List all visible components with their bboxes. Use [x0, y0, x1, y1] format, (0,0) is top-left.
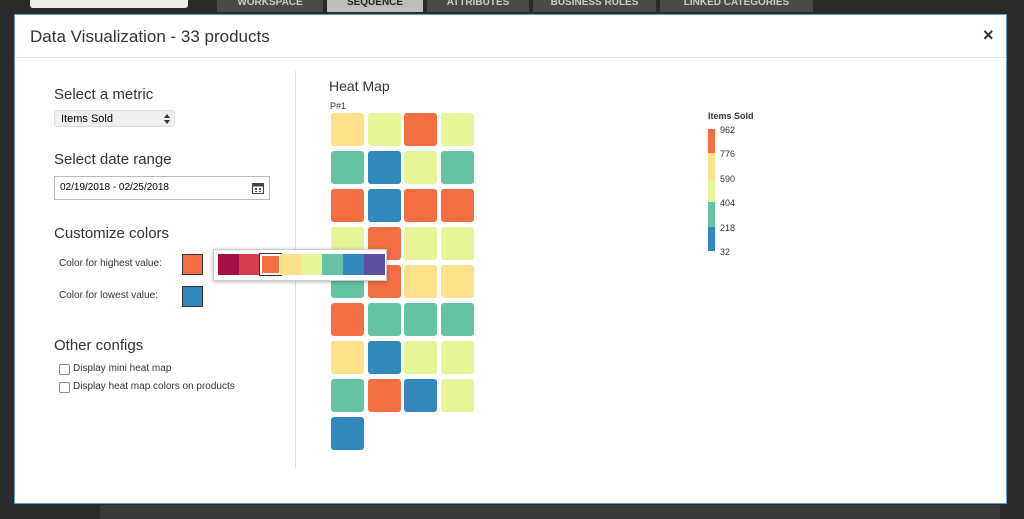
palette-color[interactable]	[322, 254, 343, 275]
heatmap-cell[interactable]	[404, 379, 437, 412]
group-label: P#1	[330, 101, 347, 111]
palette-color[interactable]	[342, 254, 364, 275]
heatmap-cell[interactable]	[367, 189, 401, 222]
calendar-icon	[252, 183, 264, 194]
legend-tick-label: 218	[720, 222, 736, 233]
legend-segment	[708, 153, 715, 178]
heatmap-cell[interactable]	[367, 303, 401, 336]
nav-tab[interactable]: LINKED CATEGORIES	[660, 0, 813, 12]
store-bar: Store 01	[0, 0, 188, 8]
heatmap-cell[interactable]	[404, 341, 437, 374]
modal-title: Data Visualization - 33 products	[30, 27, 270, 46]
store-select[interactable]: Store 01	[30, 0, 188, 8]
heatmap-title: Heat Map	[329, 78, 390, 94]
header-divider	[15, 57, 1006, 58]
legend-title: Items Sold	[708, 111, 754, 121]
heatmap-cell[interactable]	[367, 341, 401, 374]
legend-tick-label: 962	[720, 125, 736, 135]
heatmap-cell[interactable]	[440, 151, 474, 184]
heatmap-cell[interactable]	[331, 113, 364, 146]
date-input[interactable]: 02/19/2018 - 02/25/2018	[54, 176, 270, 200]
date-heading: Select date range	[54, 151, 172, 168]
heatmap-cell[interactable]	[331, 379, 364, 412]
select-arrows	[164, 114, 170, 124]
palette-color[interactable]	[301, 254, 323, 275]
palette-color[interactable]	[280, 254, 302, 275]
legend-segment	[708, 177, 715, 203]
metric-value: Items Sold	[61, 113, 113, 125]
heatmap-cell[interactable]	[367, 113, 401, 146]
heatmap-cell[interactable]	[440, 113, 474, 146]
heatmap-cell[interactable]	[440, 189, 474, 222]
lowest-swatch[interactable]	[182, 286, 203, 307]
metric-heading: Select a metric	[54, 86, 154, 103]
heatmap-cell[interactable]	[331, 341, 364, 374]
heatmap-cell[interactable]	[404, 189, 437, 222]
heatmap-cell[interactable]	[367, 379, 401, 412]
heatmap-cell[interactable]	[331, 303, 364, 336]
checkbox-label: Display mini heat map	[73, 363, 172, 374]
date-value: 02/19/2018 - 02/25/2018	[60, 182, 169, 193]
legend-tick-label: 404	[720, 198, 736, 209]
legend-segment	[708, 226, 715, 251]
heatmap-cell[interactable]	[404, 265, 437, 298]
highest-swatch[interactable]	[182, 254, 203, 275]
nav-tab[interactable]: WORKSPACE	[217, 0, 323, 12]
background-cards	[100, 505, 1000, 519]
palette-color[interactable]	[238, 254, 260, 275]
palette-color[interactable]	[363, 254, 385, 275]
nav-tab[interactable]: SEQUENCE	[327, 0, 423, 12]
heatmap-cell[interactable]	[331, 417, 364, 450]
heatmap-cell[interactable]	[440, 379, 474, 412]
modal: Data Visualization - 33 products × Selec…	[14, 14, 1007, 504]
legend-tick-label: 590	[720, 173, 736, 184]
legend-tick-label: 776	[720, 149, 736, 160]
legend-segment	[708, 202, 715, 227]
checkbox[interactable]	[59, 382, 70, 393]
heatmap-cell[interactable]	[331, 189, 364, 222]
heatmap-cell[interactable]	[331, 151, 364, 184]
palette-color[interactable]	[218, 254, 239, 275]
heatmap-cell[interactable]	[440, 303, 474, 336]
nav-tab[interactable]: BUSINESS RULES	[533, 0, 656, 12]
heatmap-cell[interactable]	[404, 303, 437, 336]
metric-select[interactable]: Items Sold	[54, 110, 175, 127]
checkbox-label: Display heat map colors on products	[73, 381, 235, 392]
legend-tick-label: 32	[720, 247, 731, 257]
heatmap-cell[interactable]	[440, 341, 474, 374]
heatmap-cell[interactable]	[440, 227, 474, 260]
close-button[interactable]: ×	[983, 25, 994, 45]
legend-segment	[708, 129, 715, 154]
highest-label: Color for highest value:	[59, 258, 162, 269]
configs-heading: Other configs	[54, 337, 144, 354]
nav-tab[interactable]: ATTRIBUTES	[427, 0, 529, 12]
lowest-label: Color for lowest value:	[59, 290, 158, 301]
colors-heading: Customize colors	[54, 225, 170, 242]
heatmap-cell[interactable]	[404, 113, 437, 146]
heatmap-cell[interactable]	[367, 151, 401, 184]
checkbox[interactable]	[59, 364, 70, 375]
palette-color[interactable]	[258, 253, 282, 276]
heatmap-cell[interactable]	[404, 151, 437, 184]
heatmap-cell[interactable]	[440, 265, 474, 298]
color-palette	[213, 249, 387, 281]
heatmap-cell[interactable]	[404, 227, 437, 260]
